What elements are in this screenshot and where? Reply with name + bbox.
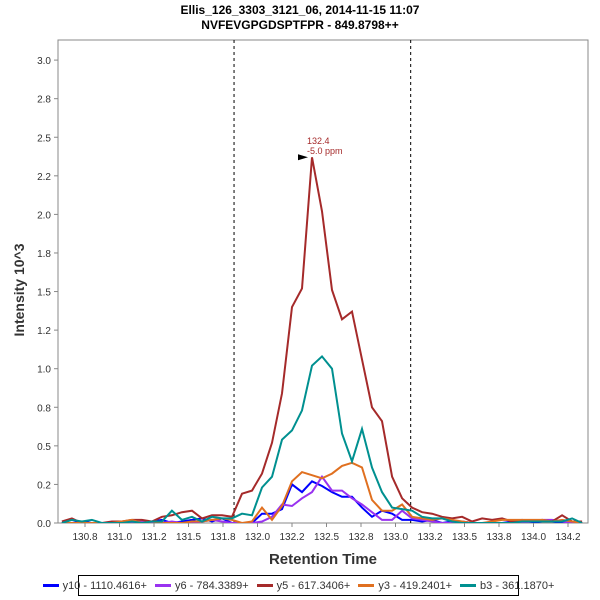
y-tick-label: 0.0 — [37, 519, 51, 530]
y-tick-label: 2.5 — [37, 133, 51, 144]
y-tick-label: 2.8 — [37, 95, 51, 106]
legend-label: y5 - 617.3406+ — [276, 579, 351, 592]
annotation-ppm: -5.0 ppm — [307, 146, 343, 156]
legend-swatch — [256, 584, 273, 587]
y-tick-label: 1.5 — [37, 288, 51, 299]
y-tick-label: 1.0 — [37, 365, 51, 376]
legend-swatch — [154, 584, 171, 587]
y-tick-label: 1.2 — [37, 326, 51, 337]
y-axis-label: Intensity 10^3 — [11, 243, 27, 336]
y-tick-label: 0.2 — [37, 480, 51, 491]
x-tick-label: 133.5 — [452, 532, 477, 543]
legend-label: y3 - 419.2401+ — [378, 579, 453, 592]
x-tick-label: 130.8 — [72, 532, 97, 543]
series-line-b3 — [61, 354, 583, 523]
y-tick-label: 2.2 — [37, 172, 51, 183]
chart-title: Ellis_126_3303_3121_06, 2014-11-15 11:07 — [180, 3, 420, 17]
x-tick-label: 132.2 — [279, 532, 304, 543]
x-tick-label: 132.8 — [348, 532, 373, 543]
x-axis-label: Retention Time — [269, 551, 377, 568]
chart-subtitle: NVFEVGPGDSPTFPR - 849.8798++ — [201, 18, 399, 32]
legend-item: y5 - 617.3406+ — [256, 579, 351, 592]
x-tick-label: 134.2 — [555, 532, 580, 543]
x-tick-label: 132.0 — [245, 532, 270, 543]
y-tick-label: 3.0 — [37, 56, 51, 67]
x-tick-label: 131.2 — [141, 532, 166, 543]
x-tick-label: 131.8 — [210, 532, 235, 543]
y-tick-label: 0.5 — [37, 442, 51, 453]
legend-item: y6 - 784.3389+ — [154, 579, 249, 592]
legend-swatch — [42, 584, 59, 587]
x-tick-label: 133.0 — [383, 532, 408, 543]
legend-swatch — [358, 584, 375, 587]
legend-label: b3 - 361.1870+ — [480, 579, 555, 592]
x-tick-label: 133.2 — [417, 532, 442, 543]
x-tick-label: 131.0 — [107, 532, 132, 543]
series-line-y5 — [61, 157, 583, 523]
y-tick-label: 0.8 — [37, 403, 51, 414]
y-tick-label: 1.8 — [37, 249, 51, 260]
x-tick-label: 132.5 — [314, 532, 339, 543]
legend-item: b3 - 361.1870+ — [460, 580, 554, 592]
y-tick-label: 2.0 — [37, 210, 51, 221]
legend: y10 - 1110.4616+ y6 - 784.3389+ y5 - 617.3… — [42, 575, 554, 596]
legend-label: y10 - 1110.4616+ — [62, 579, 147, 592]
legend-item: y10 - 1110.4616+ — [42, 579, 147, 592]
x-tick-label: 134.0 — [521, 532, 546, 543]
annotation-rt: 132.4 — [307, 136, 330, 146]
legend-label: y6 - 784.3389+ — [174, 579, 249, 592]
plot-frame — [57, 39, 589, 524]
peak-arrow-icon — [298, 154, 309, 161]
x-tick-label: 131.5 — [176, 532, 201, 543]
x-tick-label: 133.8 — [486, 532, 511, 543]
legend-swatch — [460, 584, 477, 587]
legend-item: y3 - 419.2401+ — [358, 580, 452, 592]
